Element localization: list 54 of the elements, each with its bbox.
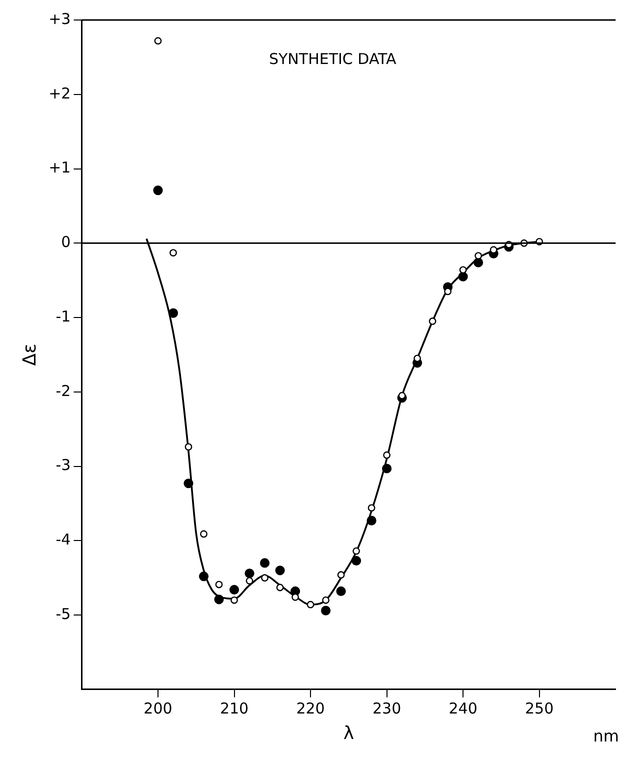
point xyxy=(214,594,224,604)
point xyxy=(215,580,223,588)
point xyxy=(260,558,270,568)
y-tick-label: -5 xyxy=(56,604,71,623)
point xyxy=(246,577,254,585)
point xyxy=(230,596,238,604)
point xyxy=(351,556,362,566)
y-tick-label: +1 xyxy=(48,158,71,177)
point xyxy=(200,530,208,538)
point xyxy=(275,566,285,576)
point xyxy=(459,266,467,274)
x-tick-label: 240 xyxy=(448,699,478,718)
x-tick-label: 200 xyxy=(144,699,172,718)
point xyxy=(154,37,162,45)
x-tick-label: 250 xyxy=(525,699,554,718)
point xyxy=(153,186,163,196)
text: nm xyxy=(593,726,619,746)
y-tick-label: -3 xyxy=(56,456,71,474)
point xyxy=(306,600,314,608)
point xyxy=(474,252,482,260)
x-tick-label: 230 xyxy=(372,699,402,718)
y-tick-label: -4 xyxy=(56,530,71,549)
y-tick-label: +3 xyxy=(48,10,71,28)
point xyxy=(458,272,468,282)
point xyxy=(368,504,376,512)
point xyxy=(398,392,406,400)
point xyxy=(184,443,192,451)
point xyxy=(474,258,484,268)
point xyxy=(184,478,194,488)
point xyxy=(320,606,331,616)
x-axis-title: λ xyxy=(343,722,354,744)
point xyxy=(366,516,376,526)
point xyxy=(198,572,209,582)
point xyxy=(352,547,360,555)
point xyxy=(276,584,284,592)
x-tick-label: 220 xyxy=(296,699,325,718)
point xyxy=(428,318,436,325)
point xyxy=(382,464,392,474)
x-tick-label: 210 xyxy=(220,699,249,718)
y-tick-label: -2 xyxy=(56,382,71,400)
annotation: SYNTHETIC DATA xyxy=(268,50,398,68)
point xyxy=(383,451,390,459)
point xyxy=(337,571,345,579)
y-tick-label: 0 xyxy=(61,233,71,252)
point xyxy=(261,574,268,582)
point xyxy=(229,584,240,595)
y-tick-label: +2 xyxy=(48,84,71,102)
point xyxy=(170,249,177,257)
point xyxy=(336,586,346,596)
y-tick-label: -1 xyxy=(56,307,71,326)
point xyxy=(244,568,254,578)
y-axis-title: Δε xyxy=(19,344,40,366)
point xyxy=(322,596,330,604)
point xyxy=(168,308,178,318)
